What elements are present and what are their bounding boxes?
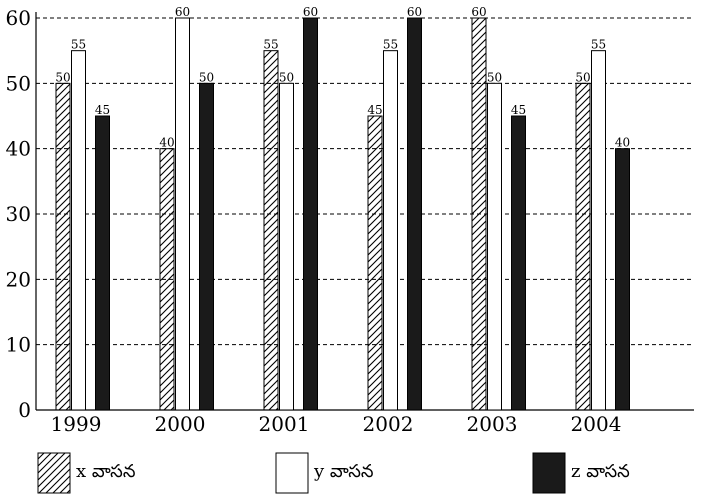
bar-1999-series-1 [55,82,71,411]
bar-2004-series-1 [575,82,591,411]
data-label: 60 [175,5,190,19]
bar-2004-series-3 [615,148,630,411]
bar-2002-series-3 [407,17,422,411]
data-label: 50 [487,70,502,84]
legend-label-series-2: y వాసన [313,461,373,482]
bars [55,17,630,411]
bar-1999-series-3 [95,115,110,411]
x-category-label: 2003 [467,412,518,436]
legend-swatch-series-2 [275,452,309,494]
bar-2001-series-3 [303,17,318,411]
x-category-label: 2001 [259,412,310,436]
y-tick-label: 0 [18,398,31,422]
data-label: 45 [367,103,382,117]
data-label: 55 [383,38,398,52]
y-tick-label: 60 [6,6,31,30]
bar-2000-series-3 [199,82,214,411]
data-label: 50 [575,70,590,84]
bar-2001-series-1 [263,50,279,411]
legend: x వాసన y వాసన z వాసన [37,452,630,494]
data-label: 40 [615,136,630,150]
bar-2002-series-1 [367,115,383,411]
bar-2004-series-2 [591,50,606,411]
data-label: 40 [159,136,174,150]
data-label: 55 [71,38,86,52]
bar-2003-series-1 [471,17,487,411]
y-tick-label: 30 [6,202,31,226]
x-category-label: 2004 [571,412,622,436]
bar-2003-series-3 [511,115,526,411]
x-category-label: 2002 [363,412,414,436]
legend-label-series-3: z వాసన [571,461,630,482]
bar-2000-series-1 [159,148,175,411]
legend-label-series-1: x వాసన [76,461,135,482]
y-tick-label: 40 [6,137,31,161]
data-label: 55 [591,38,606,52]
data-label: 60 [303,5,318,19]
data-label: 55 [263,38,278,52]
legend-swatch-series-1 [37,452,71,494]
data-label: 50 [55,70,70,84]
y-tick-label: 50 [6,71,31,95]
data-label: 50 [279,70,294,84]
data-label: 45 [511,103,526,117]
bar-2003-series-2 [487,82,502,411]
data-label: 60 [407,5,422,19]
data-label: 45 [95,103,110,117]
bar-1999-series-2 [71,50,86,411]
y-tick-label: 10 [6,333,31,357]
y-tick-label: 20 [6,267,31,291]
x-category-label: 1999 [51,412,102,436]
legend-swatch-series-3 [532,452,566,494]
data-labels: 50 55 45 40 60 50 55 50 60 45 55 60 60 50 45 50 55 40 [55,5,630,150]
data-label: 50 [199,70,214,84]
data-label: 60 [471,5,486,19]
axes: 0 10 20 30 40 50 60 1999 2000 2001 2002 2003 2004 [6,6,694,436]
bar-2002-series-2 [383,50,398,411]
x-category-label: 2000 [155,412,206,436]
bar-2001-series-2 [279,82,294,411]
bar-2000-series-2 [175,17,190,411]
